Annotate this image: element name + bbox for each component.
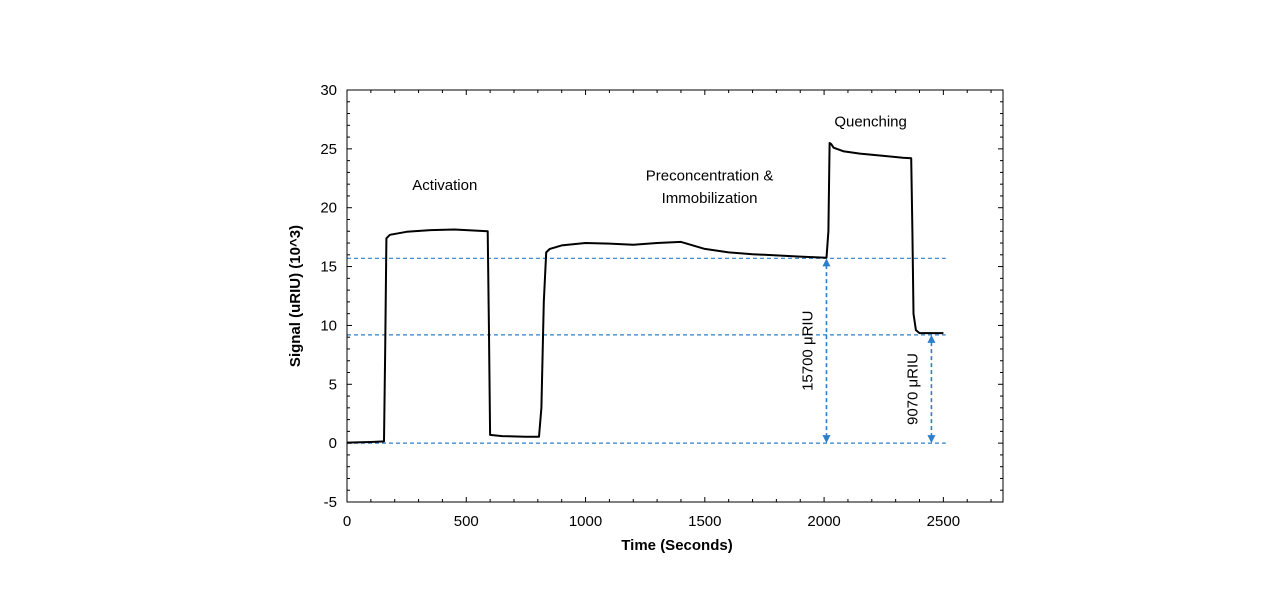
- y-axis-title: Signal (uRIU) (10^3): [287, 225, 304, 367]
- arrowhead-down: [927, 435, 936, 444]
- y-tick-label: 30: [320, 82, 337, 99]
- series-line: [346, 142, 944, 444]
- y-tick-label: 25: [320, 141, 337, 158]
- arrowhead-up: [927, 334, 936, 343]
- annotations-layer: Activation Preconcentration & Immobilizati…: [412, 113, 907, 207]
- y-tick-label: 10: [320, 317, 337, 334]
- y-tick-label: -5: [324, 494, 337, 511]
- series-layer: [346, 142, 944, 444]
- y-tick-label: 5: [329, 376, 337, 393]
- x-tick-label: 2500: [927, 513, 960, 530]
- x-tick-label: 0: [343, 513, 351, 530]
- arrowhead-up: [822, 258, 831, 267]
- y-tick-label: 0: [329, 435, 337, 452]
- axes-layer: -5 0 5 10 15 20 25 30 0 500 1000 1500 2000 2500: [320, 82, 1004, 530]
- measurement-label: 15700 μRIU: [799, 311, 816, 391]
- x-axis-title: Time (Seconds): [621, 537, 732, 554]
- arrows-layer: 15700 μRIU 9070 μRIU: [799, 258, 936, 444]
- x-tick-label: 2000: [807, 513, 840, 530]
- arrowhead-down: [822, 435, 831, 444]
- y-tick-label: 15: [320, 259, 337, 276]
- phase-annotation: Preconcentration &: [646, 168, 774, 185]
- x-tick-label: 500: [454, 513, 479, 530]
- reference-lines-layer: [347, 257, 946, 444]
- x-tick-label: 1500: [688, 513, 721, 530]
- plot-frame: [346, 89, 1004, 503]
- measurement-label: 9070 μRIU: [904, 353, 921, 425]
- y-tick-label: 20: [320, 200, 337, 217]
- phase-annotation: Immobilization: [662, 190, 758, 207]
- phase-annotation: Quenching: [834, 113, 907, 130]
- phase-annotation: Activation: [412, 177, 477, 194]
- x-tick-label: 1000: [569, 513, 602, 530]
